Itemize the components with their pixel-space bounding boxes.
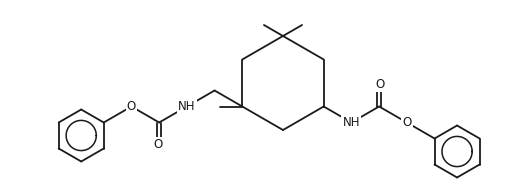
Text: O: O xyxy=(375,78,385,91)
Text: O: O xyxy=(127,100,136,113)
Text: NH: NH xyxy=(178,100,195,113)
Text: O: O xyxy=(154,138,163,151)
Text: O: O xyxy=(402,116,411,129)
Text: NH: NH xyxy=(343,116,360,129)
